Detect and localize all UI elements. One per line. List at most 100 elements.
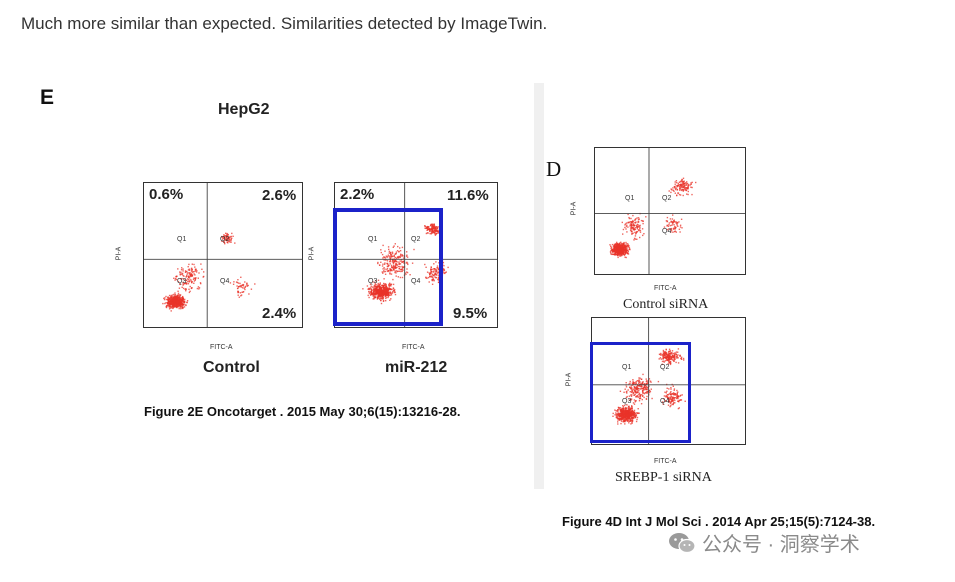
event-dot	[232, 283, 235, 285]
panel-e-mir212-condition: miR-212	[385, 359, 448, 376]
event-dot	[669, 396, 671, 398]
event-dot	[681, 180, 683, 182]
event-dot	[627, 415, 629, 417]
event-dot	[625, 386, 628, 388]
event-dot	[380, 293, 382, 295]
event-dot	[169, 307, 172, 309]
event-dot	[629, 386, 631, 388]
event-dot	[640, 403, 643, 405]
event-dot	[622, 244, 624, 246]
event-dot	[389, 270, 391, 272]
event-dot	[429, 232, 431, 235]
event-dot	[675, 222, 677, 224]
event-dot	[189, 290, 191, 292]
event-dot	[664, 354, 666, 356]
panel-d-control-scatter	[595, 148, 745, 274]
event-dot	[397, 261, 399, 263]
event-dot	[393, 254, 395, 257]
event-dot	[615, 410, 617, 412]
event-dot	[625, 411, 628, 413]
event-dot	[695, 181, 697, 184]
panel-d-control-q2-label: Q2	[662, 195, 672, 202]
event-dot	[641, 385, 643, 388]
event-dot	[625, 245, 627, 247]
event-dot	[630, 408, 632, 410]
event-dot	[434, 233, 436, 235]
event-dot	[436, 265, 439, 267]
event-dot	[659, 353, 661, 356]
event-dot	[645, 216, 647, 218]
event-dot	[190, 279, 192, 281]
event-dot	[674, 357, 676, 359]
event-dot	[172, 296, 175, 299]
event-dot	[180, 271, 182, 273]
event-dot	[201, 268, 203, 270]
event-dot	[380, 299, 382, 302]
event-dot	[635, 218, 637, 220]
event-dot	[639, 396, 641, 398]
event-dot	[194, 270, 196, 272]
event-dot	[170, 297, 172, 300]
event-dot	[386, 260, 389, 262]
event-dot	[230, 235, 232, 238]
event-dot	[164, 297, 166, 299]
event-dot	[388, 291, 391, 294]
event-dot	[673, 358, 676, 361]
event-dot	[629, 412, 632, 414]
event-dot	[240, 295, 242, 297]
event-dot	[400, 268, 403, 270]
event-dot	[670, 404, 672, 407]
event-dot	[667, 404, 670, 406]
event-dot	[395, 270, 398, 272]
event-dot	[627, 252, 629, 254]
event-dot	[673, 355, 675, 357]
event-dot	[620, 252, 622, 255]
event-dot	[670, 231, 672, 233]
event-dot	[642, 387, 645, 390]
event-dot	[687, 187, 689, 189]
event-dot	[666, 387, 668, 389]
event-dot	[380, 249, 382, 251]
event-dot	[179, 298, 181, 300]
event-dot	[671, 359, 674, 361]
event-dot	[227, 238, 229, 240]
event-dot	[667, 356, 669, 358]
event-dot	[629, 221, 632, 223]
event-dot	[189, 285, 191, 288]
event-dot	[371, 289, 373, 292]
event-dot	[177, 299, 180, 301]
event-dot	[680, 218, 683, 220]
event-dot	[380, 297, 383, 300]
event-dot	[666, 216, 669, 219]
event-dot	[186, 300, 189, 302]
event-dot	[387, 295, 390, 298]
panel-e-mir212-q2-pct: 11.6%	[447, 187, 489, 204]
event-dot	[174, 292, 176, 294]
event-dot	[375, 280, 377, 282]
event-dot	[632, 379, 634, 381]
event-dot	[682, 181, 684, 183]
event-dot	[673, 360, 675, 362]
event-dot	[622, 405, 624, 407]
event-dot	[628, 216, 630, 219]
event-dot	[618, 252, 621, 255]
event-dot	[433, 223, 435, 225]
event-dot	[432, 225, 434, 227]
event-dot	[185, 279, 187, 282]
event-dot	[394, 260, 396, 262]
event-dot	[195, 277, 197, 279]
event-dot	[664, 351, 666, 353]
event-dot	[425, 232, 428, 235]
event-dot	[638, 397, 641, 400]
panel-d-srebp-q1-label: Q1	[622, 364, 632, 371]
event-dot	[382, 295, 384, 297]
event-dot	[623, 407, 625, 410]
event-dot	[395, 263, 397, 265]
event-dot	[623, 409, 625, 411]
panel-d-control-q1-label: Q1	[625, 195, 635, 202]
event-dot	[632, 221, 635, 223]
event-dot	[643, 396, 645, 399]
event-dot	[683, 182, 685, 185]
event-dot	[642, 234, 644, 237]
event-dot	[389, 288, 392, 290]
